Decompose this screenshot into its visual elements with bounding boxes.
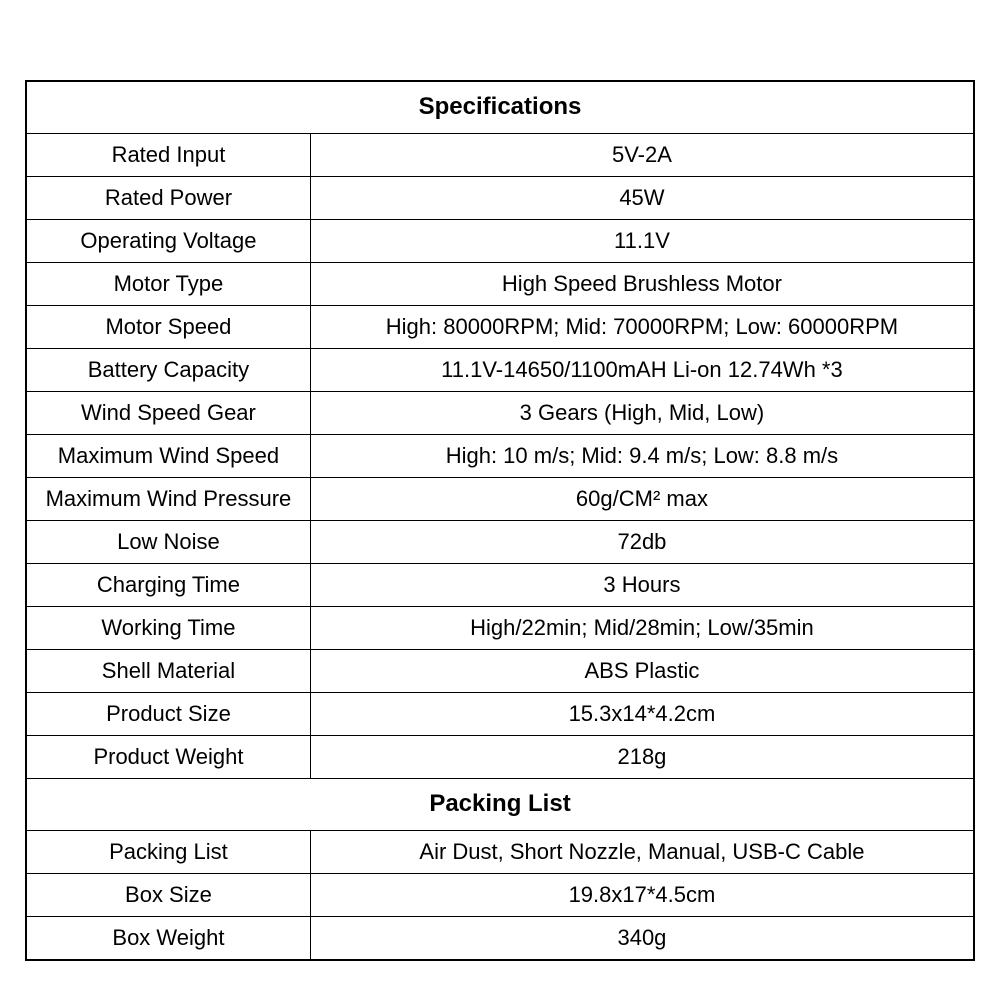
spec-label: Maximum Wind Pressure bbox=[26, 477, 310, 520]
spec-value: 60g/CM² max bbox=[310, 477, 974, 520]
table-row: Charging Time 3 Hours bbox=[26, 563, 974, 606]
spec-label: Working Time bbox=[26, 606, 310, 649]
spec-value: 218g bbox=[310, 735, 974, 778]
spec-value: 3 Gears (High, Mid, Low) bbox=[310, 391, 974, 434]
table-row: Shell Material ABS Plastic bbox=[26, 649, 974, 692]
table-body: Specifications Rated Input 5V-2A Rated P… bbox=[26, 81, 974, 960]
spec-value: 45W bbox=[310, 176, 974, 219]
spec-value: 11.1V bbox=[310, 219, 974, 262]
table-row: Motor Speed High: 80000RPM; Mid: 70000RP… bbox=[26, 305, 974, 348]
spec-value: 72db bbox=[310, 520, 974, 563]
spec-label: Shell Material bbox=[26, 649, 310, 692]
spec-label: Maximum Wind Speed bbox=[26, 434, 310, 477]
spec-value: 19.8x17*4.5cm bbox=[310, 873, 974, 916]
spec-value: High: 10 m/s; Mid: 9.4 m/s; Low: 8.8 m/s bbox=[310, 434, 974, 477]
spec-label: Packing List bbox=[26, 830, 310, 873]
spec-value: High: 80000RPM; Mid: 70000RPM; Low: 6000… bbox=[310, 305, 974, 348]
spec-value: 5V-2A bbox=[310, 133, 974, 176]
table-row: Motor Type High Speed Brushless Motor bbox=[26, 262, 974, 305]
table-row: Working Time High/22min; Mid/28min; Low/… bbox=[26, 606, 974, 649]
spec-label: Motor Type bbox=[26, 262, 310, 305]
table-row: Packing List Air Dust, Short Nozzle, Man… bbox=[26, 830, 974, 873]
table-row: Maximum Wind Pressure 60g/CM² max bbox=[26, 477, 974, 520]
spec-label: Rated Input bbox=[26, 133, 310, 176]
spec-value: High/22min; Mid/28min; Low/35min bbox=[310, 606, 974, 649]
spec-label: Product Size bbox=[26, 692, 310, 735]
table-row: Battery Capacity 11.1V-14650/1100mAH Li-… bbox=[26, 348, 974, 391]
spec-label: Box Size bbox=[26, 873, 310, 916]
spec-label: Low Noise bbox=[26, 520, 310, 563]
spec-label: Motor Speed bbox=[26, 305, 310, 348]
table-row: Product Size 15.3x14*4.2cm bbox=[26, 692, 974, 735]
spec-label: Box Weight bbox=[26, 916, 310, 960]
spec-label: Charging Time bbox=[26, 563, 310, 606]
table-row: Product Weight 218g bbox=[26, 735, 974, 778]
spec-label: Battery Capacity bbox=[26, 348, 310, 391]
section-header-row: Packing List bbox=[26, 778, 974, 830]
spec-value: Air Dust, Short Nozzle, Manual, USB-C Ca… bbox=[310, 830, 974, 873]
table-row: Maximum Wind Speed High: 10 m/s; Mid: 9.… bbox=[26, 434, 974, 477]
spec-label: Wind Speed Gear bbox=[26, 391, 310, 434]
spec-label: Product Weight bbox=[26, 735, 310, 778]
table-row: Box Size 19.8x17*4.5cm bbox=[26, 873, 974, 916]
spec-value: 3 Hours bbox=[310, 563, 974, 606]
section-header-row: Specifications bbox=[26, 81, 974, 133]
table-row: Box Weight 340g bbox=[26, 916, 974, 960]
spec-label: Rated Power bbox=[26, 176, 310, 219]
table-row: Rated Power 45W bbox=[26, 176, 974, 219]
spec-value: ABS Plastic bbox=[310, 649, 974, 692]
specifications-table: Specifications Rated Input 5V-2A Rated P… bbox=[25, 80, 975, 961]
table-row: Wind Speed Gear 3 Gears (High, Mid, Low) bbox=[26, 391, 974, 434]
section-header: Packing List bbox=[26, 778, 974, 830]
spec-value: High Speed Brushless Motor bbox=[310, 262, 974, 305]
spec-label: Operating Voltage bbox=[26, 219, 310, 262]
table-row: Low Noise 72db bbox=[26, 520, 974, 563]
table-row: Rated Input 5V-2A bbox=[26, 133, 974, 176]
section-header: Specifications bbox=[26, 81, 974, 133]
spec-value: 340g bbox=[310, 916, 974, 960]
table-row: Operating Voltage 11.1V bbox=[26, 219, 974, 262]
spec-value: 11.1V-14650/1100mAH Li-on 12.74Wh *3 bbox=[310, 348, 974, 391]
spec-value: 15.3x14*4.2cm bbox=[310, 692, 974, 735]
